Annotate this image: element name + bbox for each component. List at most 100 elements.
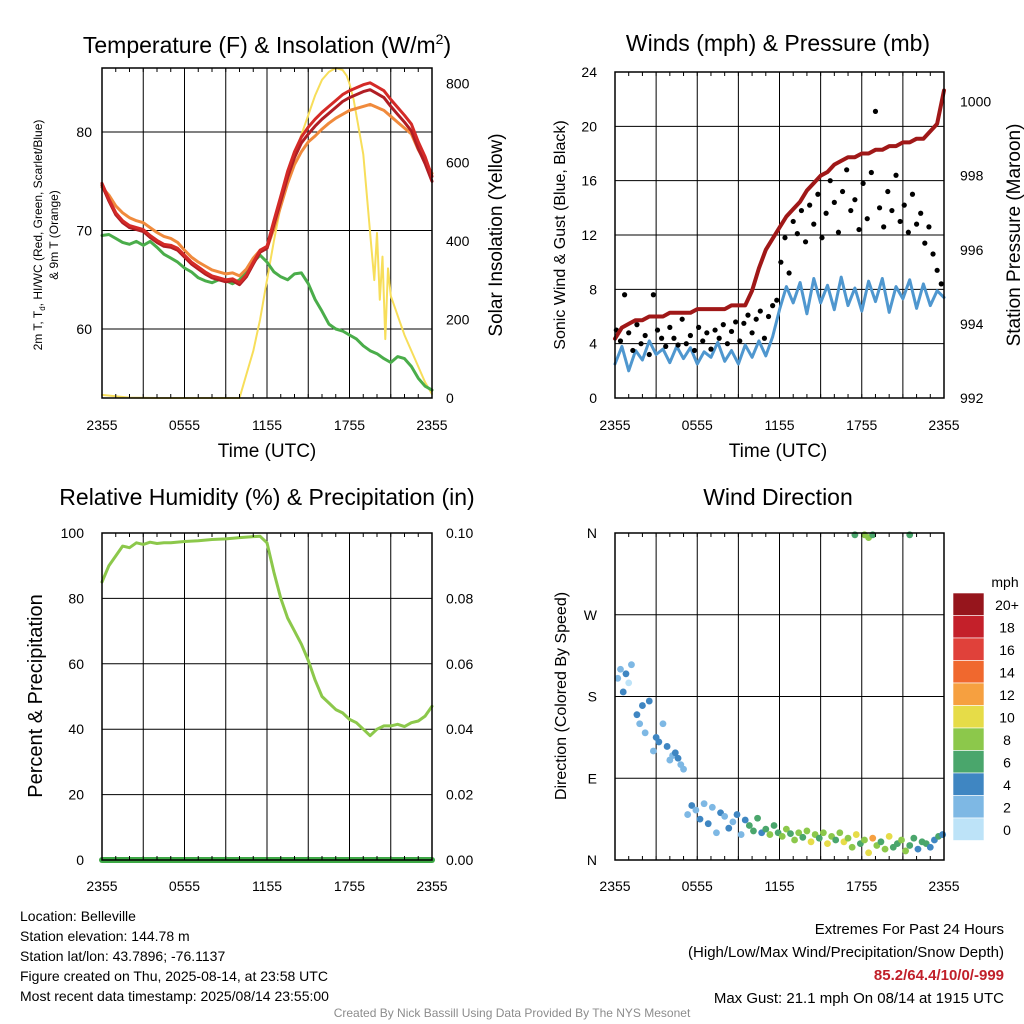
direction-point: [885, 832, 893, 840]
y2-tick-label: 994: [960, 316, 984, 332]
gust-point: [918, 210, 924, 216]
gust-point: [930, 251, 936, 257]
colorbar-label: 20+: [995, 597, 1019, 613]
colorbar-swatch: [952, 750, 985, 774]
gust-point: [798, 207, 805, 214]
direction-point: [639, 702, 646, 709]
chart-title: Winds (mph) & Pressure (mb): [626, 30, 930, 56]
direction-point: [762, 825, 770, 833]
gust-point: [782, 235, 788, 241]
y-tick-label: N: [587, 525, 597, 541]
x-tick-label: 1755: [334, 417, 365, 433]
direction-point: [725, 824, 733, 832]
x-axis-label: Time (UTC): [729, 441, 828, 462]
gust-point: [881, 224, 887, 230]
gust-point: [667, 324, 673, 330]
direction-point: [803, 827, 811, 835]
direction-point: [636, 720, 644, 728]
y2-tick-label: 0.04: [446, 721, 473, 737]
y2-tick-label: 800: [446, 76, 470, 92]
x-tick-label: 2355: [416, 417, 447, 433]
gust-point: [794, 231, 800, 237]
gust-point: [630, 347, 636, 354]
colorbar-swatch: [952, 660, 985, 684]
colorbar-swatch: [952, 705, 985, 729]
direction-point: [754, 814, 761, 822]
direction-point: [902, 847, 910, 855]
y2-axis-label: Station Pressure (Maroon): [1004, 124, 1024, 347]
x-tick-label: 2355: [599, 878, 630, 894]
x-tick-label: 2355: [599, 417, 630, 433]
x-tick-label: 2355: [928, 417, 959, 433]
direction-point: [619, 688, 627, 696]
gust-point: [753, 316, 759, 322]
gust-point: [774, 297, 780, 303]
x-tick-label: 1755: [846, 417, 877, 433]
x-tick-label: 0555: [169, 878, 200, 894]
series-line-red: [100, 81, 434, 285]
direction-point: [655, 738, 663, 746]
wind-speed-colorbar: mph 20+ 18 16 14 12 10 8 6 4 2 0: [952, 574, 1019, 841]
direction-point: [617, 665, 624, 673]
humidity-precipitation-chart: 0 20 40 60 80 100 0.00 0.02 0.04 0.06 0.08 0.10 2355…: [25, 484, 475, 894]
gust-point: [876, 205, 883, 211]
direction-point: [674, 754, 682, 762]
figure-created: Figure created on Thu, 2025-08-14, at 23…: [20, 968, 328, 984]
station-info: Location: Belleville Station elevation: …: [20, 906, 329, 1006]
station-latlon: Station lat/lon: 43.7896; -76.1137: [20, 948, 226, 964]
direction-point: [628, 661, 635, 669]
y-tick-label: 16: [581, 173, 597, 189]
y2-tick-label: 0.02: [446, 787, 473, 803]
direction-point: [737, 831, 745, 838]
gust-point: [909, 191, 916, 197]
gust-point: [642, 332, 648, 339]
direction-point: [750, 827, 757, 835]
direction-point: [700, 800, 708, 808]
series-line-scarlet: [100, 88, 434, 287]
direction-point: [713, 829, 720, 837]
gust-point: [889, 207, 895, 214]
direction-point: [684, 811, 692, 818]
direction-point: [815, 834, 823, 842]
y-tick-label: 60: [68, 656, 84, 672]
direction-point: [696, 815, 704, 823]
y-tick-label: 80: [76, 124, 92, 140]
direction-point: [680, 765, 687, 773]
colorbar-swatch: [952, 727, 985, 751]
recent-timestamp: Most recent data timestamp: 2025/08/14 2…: [20, 988, 329, 1004]
colorbar-swatch: [952, 817, 985, 841]
colorbar-label: 4: [1003, 777, 1011, 793]
gust-point: [868, 169, 874, 176]
direction-point: [881, 845, 889, 853]
direction-point: [745, 822, 753, 829]
gust-point: [901, 202, 907, 208]
direction-point: [824, 840, 831, 848]
x-tick-label: 1755: [334, 878, 365, 894]
gust-point: [617, 338, 624, 344]
direction-point: [625, 679, 633, 687]
direction-point: [633, 711, 641, 719]
direction-point: [692, 806, 700, 814]
y-tick-label: 0: [589, 390, 597, 406]
chart-title: Temperature (F) & Insolation (W/m2): [83, 31, 451, 58]
x-tick-label: 1155: [764, 878, 794, 894]
x-axis-label: Time (UTC): [218, 441, 317, 462]
x-tick-label: 1155: [252, 878, 282, 894]
x-tick-label: 0555: [682, 878, 713, 894]
gust-point: [802, 239, 809, 245]
direction-point: [939, 831, 947, 838]
y-tick-label: E: [588, 770, 597, 786]
series-line-green: [100, 233, 434, 392]
y-tick-label: 4: [589, 336, 597, 352]
y-axis-label: 2m T, Td, HI/WC (Red, Green, Scarlet/Blu…: [31, 120, 47, 351]
gust-point: [737, 338, 743, 344]
y2-tick-label: 600: [446, 154, 470, 170]
gust-point: [679, 316, 685, 322]
gust-point: [885, 188, 891, 195]
direction-point: [926, 843, 934, 851]
gust-point: [683, 341, 689, 347]
gust-point: [934, 267, 940, 273]
